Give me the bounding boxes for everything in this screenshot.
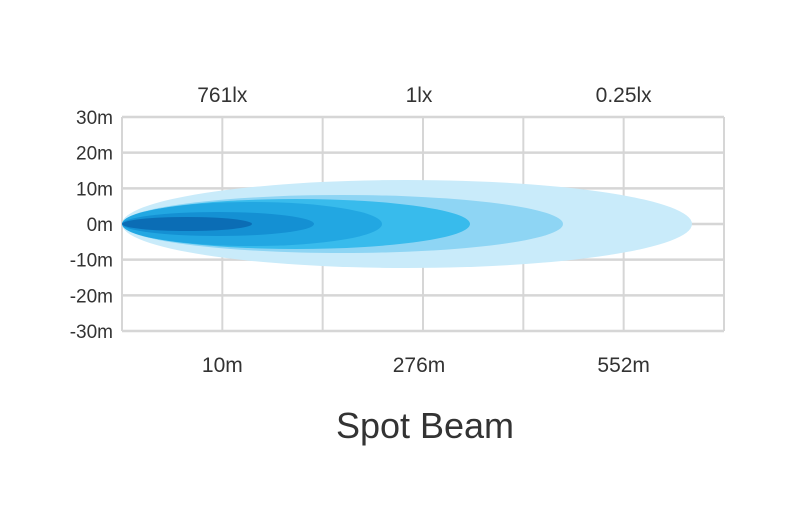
y-tick-label: -10m [70,251,113,272]
lux-label: 1lx [406,84,433,107]
distance-label: 276m [393,354,446,377]
distance-label: 10m [202,354,243,377]
y-tick-label: -30m [70,322,113,343]
chart-title: Spot Beam [336,405,514,446]
y-tick-label: 0m [87,215,113,236]
y-tick-label: 30m [76,108,113,129]
beam-zone-6 [122,217,252,231]
y-tick-label: -20m [70,286,113,307]
lux-label: 0.25lx [596,84,653,107]
lux-label: 761lx [197,84,248,107]
y-tick-label: 20m [76,144,113,165]
y-tick-label: 10m [76,179,113,200]
distance-label: 552m [597,354,650,377]
